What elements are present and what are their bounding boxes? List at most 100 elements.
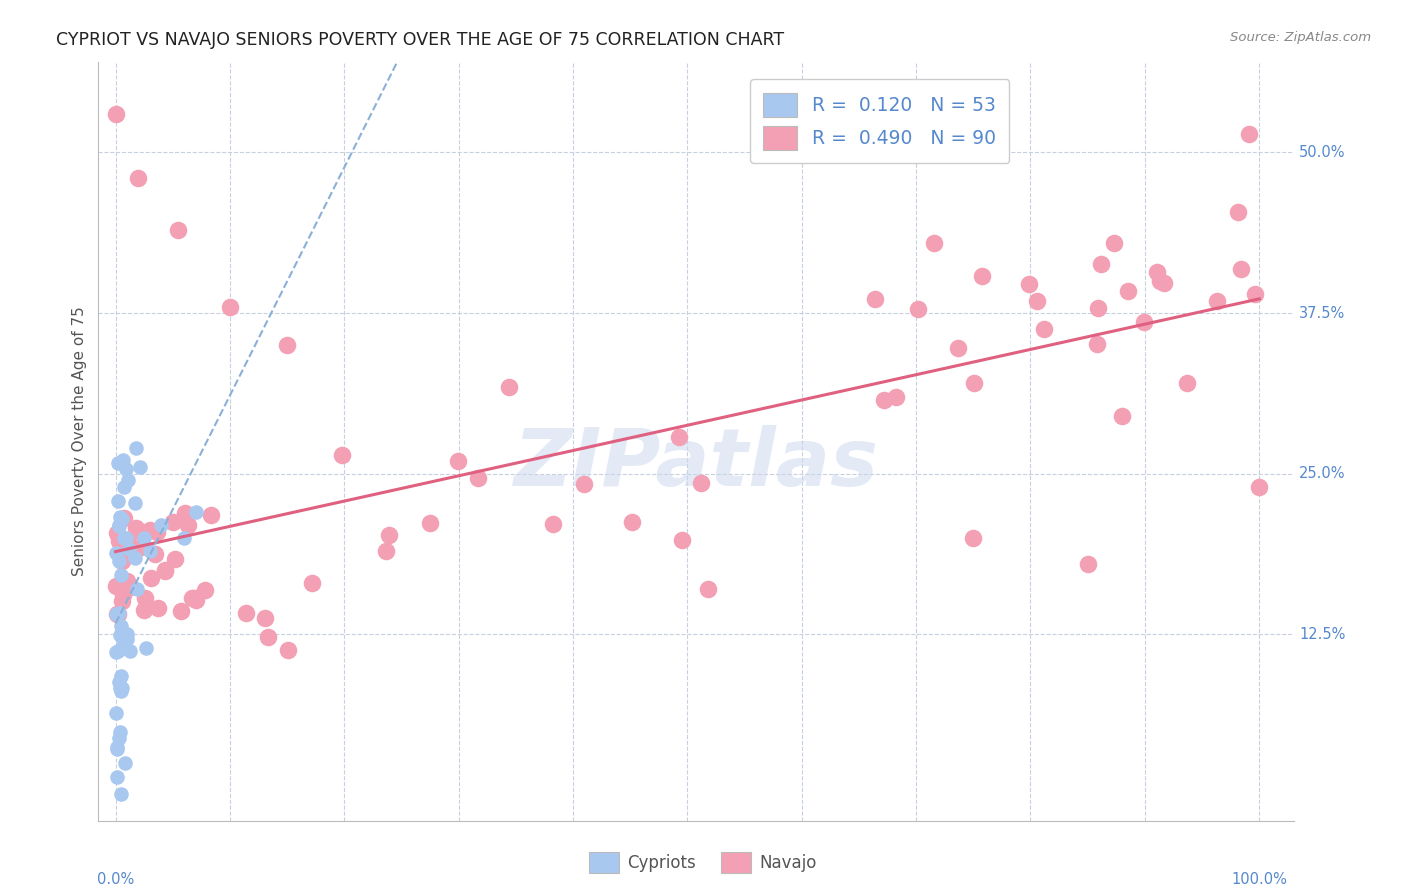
Point [1087,301,1109,315]
Point [256,630,278,644]
Legend: Cypriots, Navajo: Cypriots, Navajo [582,846,824,880]
Point [117,632,139,647]
Point [141,571,163,585]
Point [148,601,170,615]
Point [1230,262,1253,277]
Point [1226,205,1249,219]
Text: 37.5%: 37.5% [1299,306,1346,320]
Point [1133,315,1156,329]
Point [170,604,193,618]
Point [134,531,156,545]
Point [108,517,131,532]
Point [1077,557,1099,571]
Point [419,516,441,530]
Point [184,505,207,519]
Point [107,607,129,621]
Point [946,342,969,356]
Point [689,476,711,491]
Point [107,519,129,533]
Point [124,496,146,510]
Point [963,376,986,390]
Point [114,756,136,770]
Point [110,683,132,698]
Point [110,788,132,802]
Text: 100.0%: 100.0% [1232,872,1286,887]
Point [107,457,129,471]
Point [129,524,152,539]
Point [108,534,131,549]
Legend: R =  0.120   N = 53, R =  0.490   N = 90: R = 0.120 N = 53, R = 0.490 N = 90 [751,79,1010,163]
Point [153,563,176,577]
Point [1033,321,1056,335]
Point [105,546,128,560]
Point [108,675,131,690]
Point [110,510,132,524]
Point [105,645,128,659]
Point [112,531,135,545]
Point [115,574,138,588]
Point [104,579,127,593]
Point [174,506,197,520]
Point [447,454,470,468]
Point [111,640,134,654]
Point [107,770,129,784]
Point [1249,479,1271,493]
Point [107,740,129,755]
Y-axis label: Seniors Poverty Over the Age of 75: Seniors Poverty Over the Age of 75 [72,307,87,576]
Point [134,591,156,605]
Text: 25.0%: 25.0% [1299,467,1346,481]
Point [107,644,129,658]
Point [117,536,139,550]
Point [498,380,520,394]
Point [1206,293,1229,308]
Point [107,526,129,541]
Point [697,582,720,596]
Point [467,471,489,485]
Point [135,641,157,656]
Point [167,222,190,236]
Point [541,517,564,532]
Point [872,392,894,407]
Point [108,731,131,745]
Point [111,588,134,602]
Text: 12.5%: 12.5% [1299,627,1346,642]
Point [112,480,135,494]
Point [104,107,127,121]
Point [219,300,242,314]
Point [165,551,187,566]
Point [1026,294,1049,309]
Point [907,301,929,316]
Point [181,591,204,605]
Point [132,603,155,617]
Point [117,541,139,556]
Point [125,521,148,535]
Point [162,515,184,529]
Point [139,523,162,537]
Point [117,474,139,488]
Point [153,564,176,578]
Point [301,576,323,591]
Point [139,543,162,558]
Point [572,476,595,491]
Text: Source: ZipAtlas.com: Source: ZipAtlas.com [1230,31,1371,45]
Point [110,681,132,695]
Point [235,606,257,620]
Point [114,462,136,476]
Text: 50.0%: 50.0% [1299,145,1346,160]
Point [108,554,131,568]
Point [1237,128,1260,142]
Point [186,592,208,607]
Point [111,453,134,467]
Point [120,580,142,594]
Point [110,628,132,642]
Point [112,511,135,525]
Point [115,627,138,641]
Point [129,540,152,554]
Point [107,607,129,622]
Point [668,430,690,444]
Point [1175,376,1198,390]
Point [146,524,169,539]
Point [193,583,215,598]
Point [120,644,142,658]
Point [276,338,298,352]
